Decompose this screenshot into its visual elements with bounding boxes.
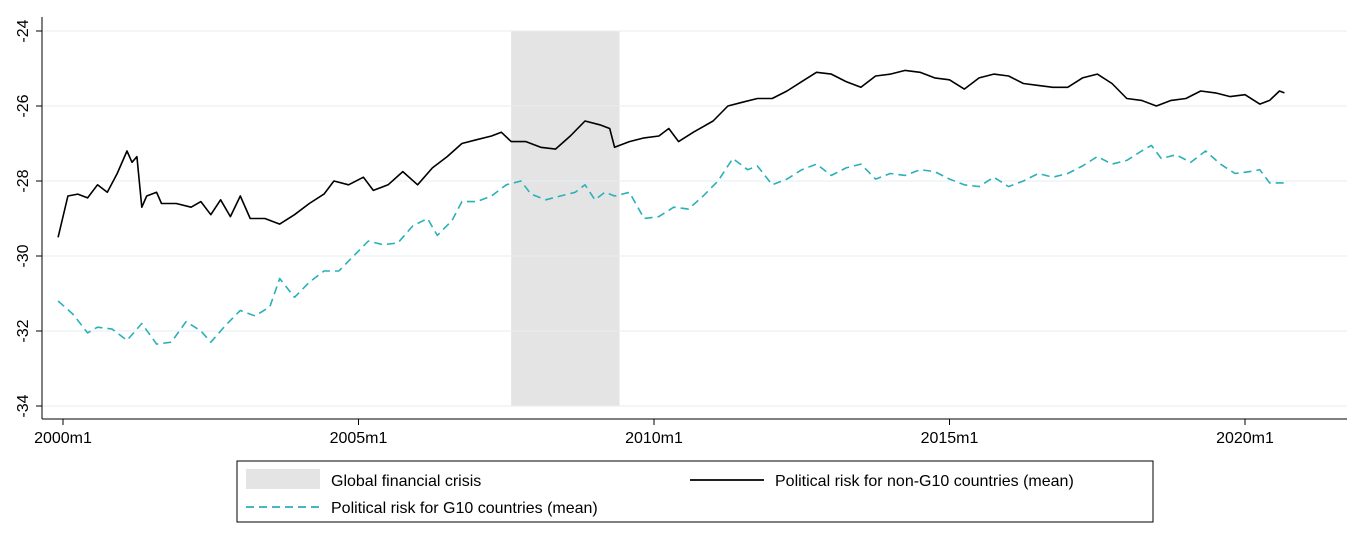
x-tick-label: 2000m1 — [34, 430, 92, 447]
y-tick-label: -28 — [15, 169, 32, 192]
gridlines — [42, 30, 1347, 407]
legend-label-shaded-region: Global financial crisis — [331, 473, 481, 490]
legend-label-g10: Political risk for G10 countries (mean) — [331, 500, 598, 517]
legend: Global financial crisis Political risk f… — [236, 460, 1154, 523]
y-tick-label: -30 — [15, 244, 32, 267]
y-tick-label: -34 — [15, 394, 32, 417]
legend-label-non-g10: Political risk for non-G10 countries (me… — [775, 473, 1074, 490]
legend-swatch-shaded-region — [246, 469, 320, 489]
x-tick-label: 2005m1 — [330, 430, 388, 447]
shaded-region-0 — [511, 31, 620, 406]
y-tick-label: -24 — [15, 19, 32, 42]
x-tick-label: 2010m1 — [625, 430, 683, 447]
x-tick-label: 2020m1 — [1216, 430, 1274, 447]
x-tick-label: 2015m1 — [921, 430, 979, 447]
series-layer — [57, 69, 1285, 345]
y-tick-label: -26 — [15, 94, 32, 117]
shaded-region-layer — [511, 31, 620, 406]
series-line-1 — [57, 144, 1285, 345]
legend-box — [236, 460, 1154, 523]
y-tick-label: -32 — [15, 319, 32, 342]
series-line-0 — [57, 69, 1285, 238]
